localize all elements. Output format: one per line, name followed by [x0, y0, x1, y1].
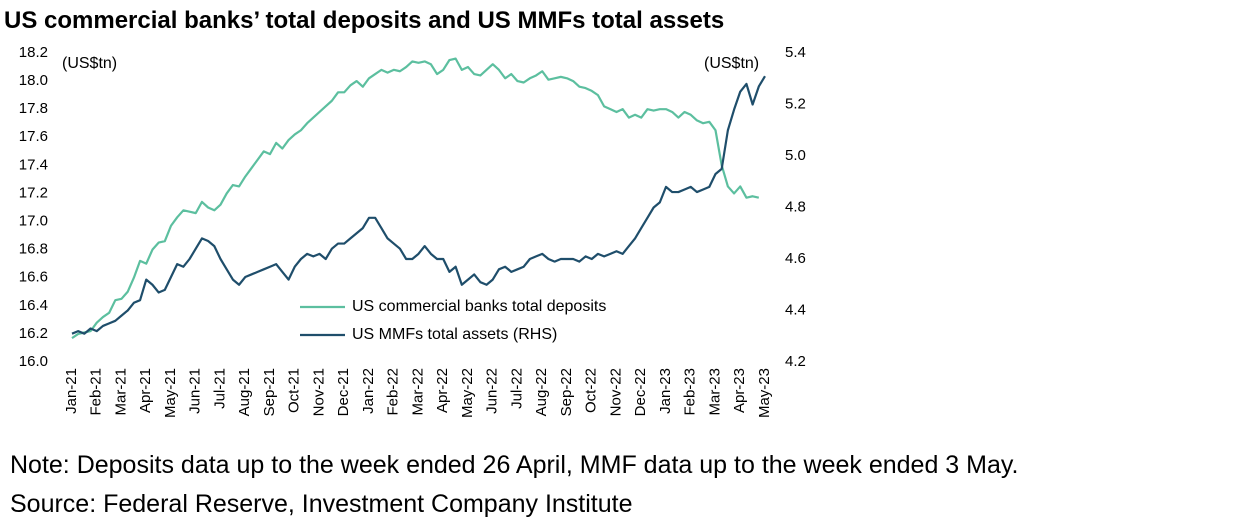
x-tick-label: Apr-22: [434, 368, 451, 413]
x-tick-label: Mar-21: [112, 368, 129, 416]
y-tick-label: 16.0: [19, 353, 48, 370]
x-tick-label: Jun-21: [187, 368, 204, 414]
x-tick-label: Oct-22: [583, 368, 600, 413]
y-tick-label: 16.4: [19, 297, 48, 314]
y-tick-label: 16.8: [19, 241, 48, 258]
note: Note: Deposits data up to the week ended…: [10, 451, 1018, 479]
x-tick-label: Mar-22: [409, 368, 426, 416]
y-tick-label: 4.8: [785, 198, 806, 215]
x-tick-label: May-23: [756, 368, 773, 418]
x-tick-label: Jan-22: [360, 368, 377, 414]
y-tick-label: 17.6: [19, 128, 48, 145]
legend-label: US commercial banks total deposits: [352, 298, 606, 315]
x-tick-label: Sep-22: [558, 368, 575, 416]
x-tick-label: Mar-23: [706, 368, 723, 416]
x-tick-label: Jul-21: [211, 368, 228, 409]
y-tick-label: 4.4: [785, 301, 806, 318]
y-unit-label: (US$tn): [62, 55, 117, 72]
x-tick-label: Nov-21: [310, 368, 327, 416]
data-line: [71, 75, 766, 335]
x-tick-label: Jan-21: [63, 368, 80, 414]
x-tick-label: May-21: [162, 368, 179, 418]
y-tick-label: 5.4: [785, 44, 806, 61]
x-tick-label: Dec-21: [335, 368, 352, 416]
x-tick-label: Aug-22: [533, 368, 550, 416]
x-tick-label: Feb-21: [88, 368, 105, 416]
x-tick-label: Jan-23: [657, 368, 674, 414]
x-tick-label: Aug-21: [236, 368, 253, 416]
x-tick-label: Feb-23: [682, 368, 699, 416]
x-tick-label: Nov-22: [607, 368, 624, 416]
x-tick-label: Jul-22: [508, 368, 525, 409]
data-line: [71, 57, 760, 340]
x-tick-label: Apr-21: [137, 368, 154, 413]
y-tick-label: 4.2: [785, 353, 806, 370]
y-tick-label: 17.4: [19, 156, 48, 173]
y2-unit-label: (US$tn): [704, 55, 759, 72]
y-tick-label: 16.6: [19, 269, 48, 286]
x-tick-label: May-22: [459, 368, 476, 418]
source: Source: Federal Reserve, Investment Comp…: [10, 490, 633, 518]
y-tick-label: 18.0: [19, 72, 48, 89]
x-tick-label: Sep-21: [261, 368, 278, 416]
legend-label: US MMFs total assets (RHS): [352, 326, 557, 343]
y-tick-label: 5.0: [785, 147, 806, 164]
y-tick-label: 17.8: [19, 100, 48, 117]
y-tick-label: 5.2: [785, 95, 806, 112]
x-tick-label: Oct-21: [286, 368, 303, 413]
x-tick-label: Jun-22: [484, 368, 501, 414]
x-tick-label: Apr-23: [731, 368, 748, 413]
y-tick-label: 4.6: [785, 250, 806, 267]
y-tick-label: 17.0: [19, 213, 48, 230]
chart-title: US commercial banks’ total deposits and …: [4, 7, 724, 34]
y-tick-label: 17.2: [19, 184, 48, 201]
x-tick-label: Dec-22: [632, 368, 649, 416]
x-tick-label: Feb-22: [385, 368, 402, 416]
y-tick-label: 18.2: [19, 44, 48, 61]
y-tick-label: 16.2: [19, 325, 48, 342]
